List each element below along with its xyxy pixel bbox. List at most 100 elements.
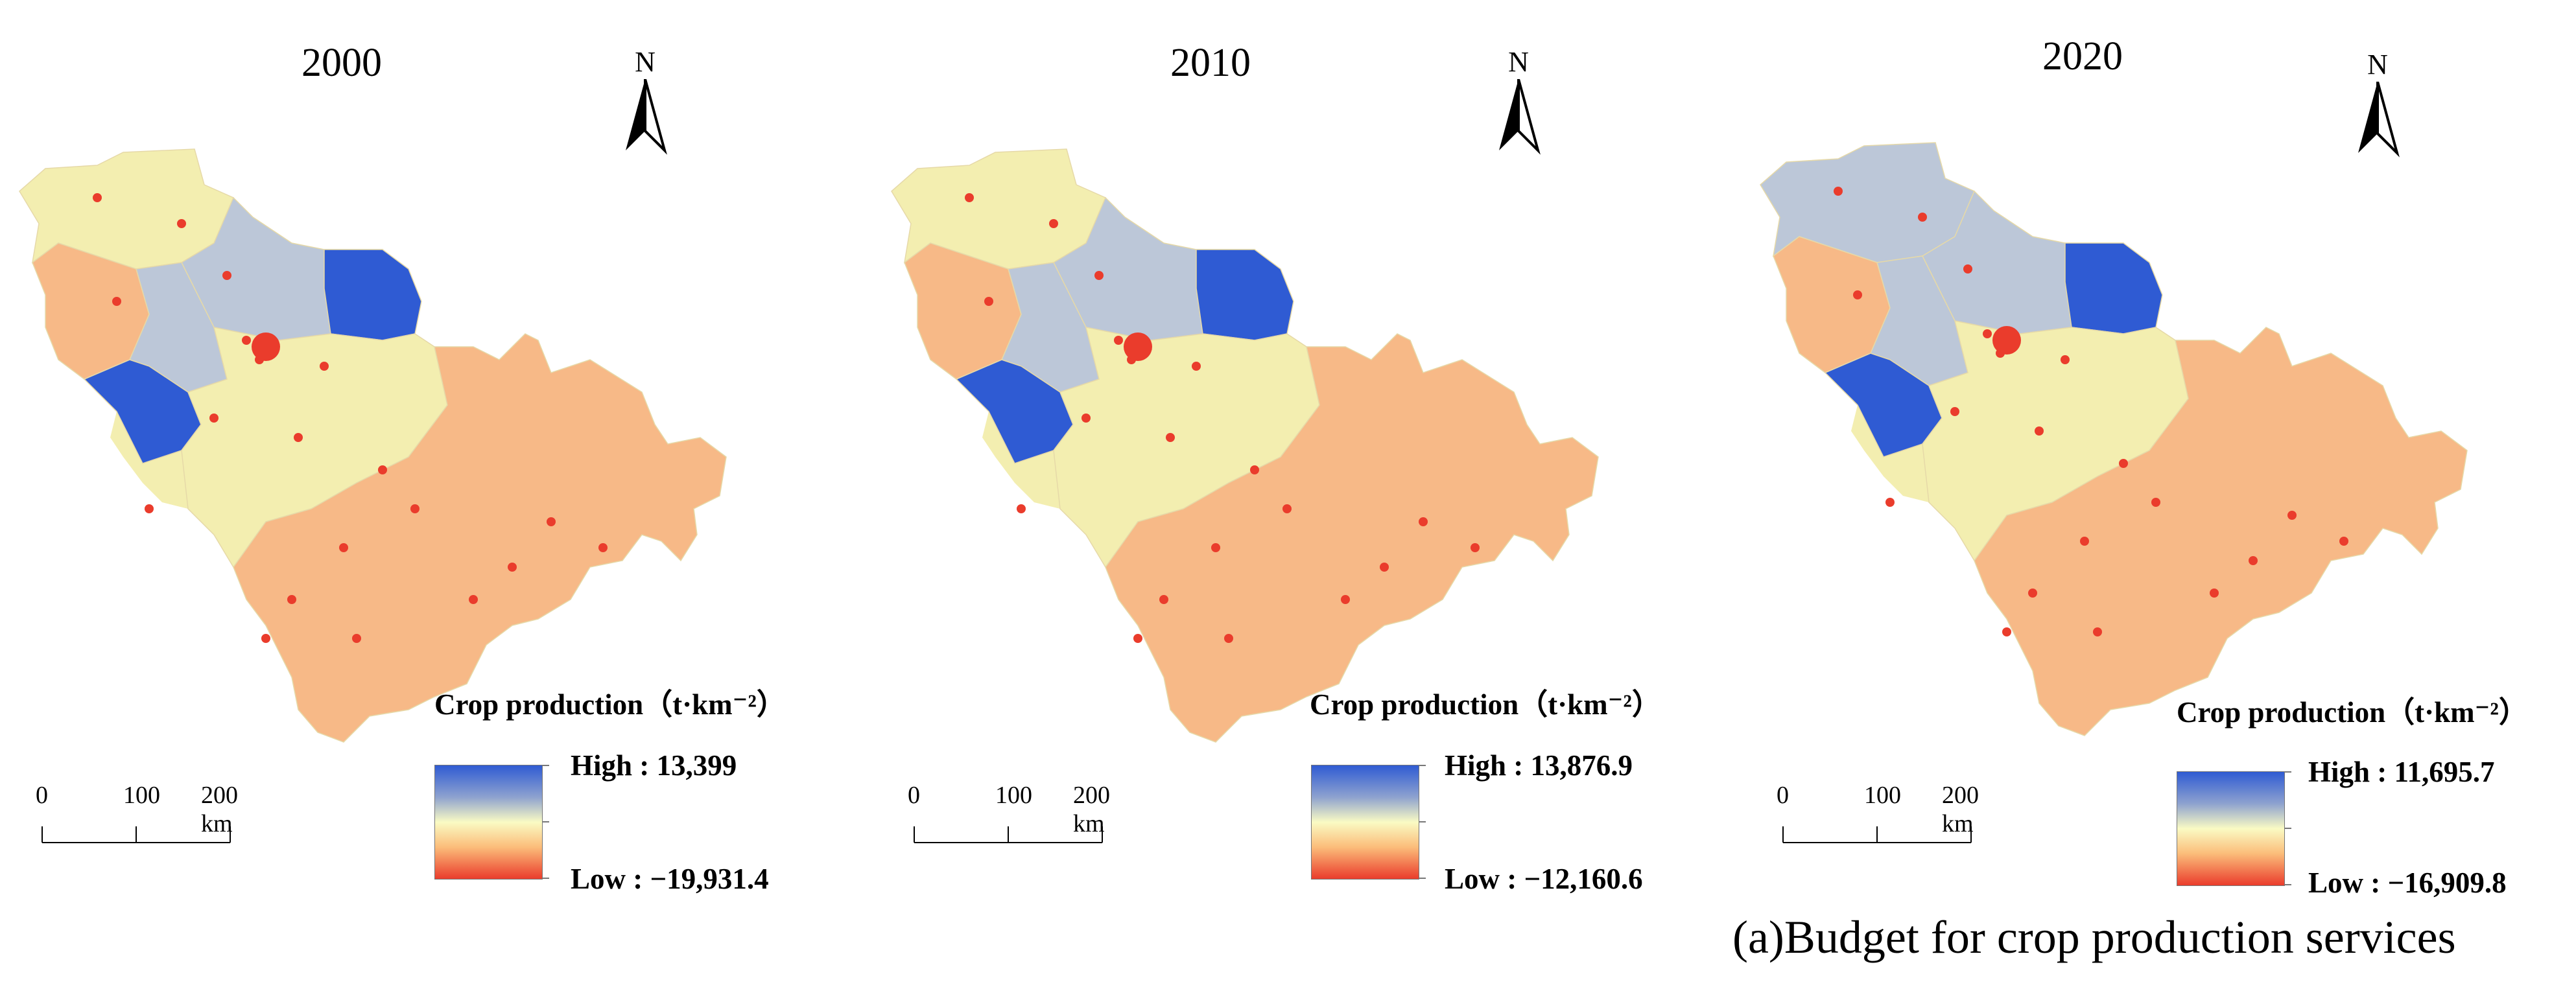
urban-hotspot [965, 193, 974, 202]
scale-tick-label: 0 [1777, 782, 1789, 809]
urban-hotspot [1918, 213, 1927, 222]
urban-hotspot [294, 433, 303, 442]
legend-low-label: Low : −16,909.8 [2308, 867, 2507, 899]
north-arrow-icon [626, 79, 667, 155]
legend-tick [1419, 765, 1426, 766]
scale-bar-line [41, 826, 231, 843]
legend-color-ramp [1311, 765, 1419, 880]
legend-high-label: High : 13,876.9 [1445, 749, 1633, 782]
province-map [19, 148, 727, 743]
urban-hotspot [1049, 219, 1058, 228]
urban-hotspot [598, 543, 608, 552]
panel-year-title: 2000 [301, 41, 382, 85]
scale-bar: 0 100 200 km [1777, 781, 1997, 859]
urban-hotspot [1159, 595, 1168, 604]
scale-tick-label: 100 [1864, 782, 1901, 809]
urban-hotspot [352, 634, 361, 643]
urban-hotspot [242, 336, 251, 345]
urban-hotspot [1471, 543, 1480, 552]
legend-color-ramp [434, 765, 543, 880]
urban-hotspot [1133, 634, 1142, 643]
urban-hotspot [2339, 537, 2348, 546]
north-arrow-icon [2358, 82, 2400, 157]
urban-hotspot [1224, 634, 1233, 643]
urban-hotspot [1380, 563, 1389, 572]
urban-hotspot [2080, 537, 2089, 546]
scale-tick-label: 100 [123, 782, 160, 809]
scale-tick-label: 200 km [1073, 782, 1110, 837]
urban-hotspot [177, 219, 186, 228]
panel-year-title: 2020 [2042, 34, 2123, 78]
scale-bar: 0 100 200 km [36, 781, 256, 859]
legend-low-label: Low : −19,931.4 [571, 863, 769, 895]
urban-hotspot [2035, 426, 2044, 436]
urban-hotspot [339, 543, 348, 552]
city-hotspot [1124, 332, 1152, 361]
urban-hotspot [145, 504, 154, 513]
urban-hotspot [1341, 595, 1350, 604]
legend-tick [543, 765, 549, 766]
legend-high-label: High : 13,399 [571, 749, 737, 782]
urban-hotspot [2210, 589, 2219, 598]
legend-tick [543, 878, 549, 879]
legend-title: Crop production（t·km⁻²） [1310, 688, 1661, 721]
urban-hotspot [1192, 362, 1201, 371]
urban-hotspot [1419, 517, 1428, 526]
legend-tick [543, 821, 549, 822]
scale-tick-label: 100 [995, 782, 1032, 809]
legend-title: Crop production（t·km⁻²） [2177, 696, 2528, 729]
north-label: N [2367, 49, 2388, 80]
city-hotspot [252, 332, 280, 361]
urban-hotspot [1834, 187, 1843, 196]
urban-hotspot [93, 193, 102, 202]
legend-tick [2285, 884, 2291, 885]
scale-bar-line [1782, 826, 1972, 843]
legend-tick [1419, 878, 1426, 879]
scale-tick-label: 200 km [1942, 782, 1979, 837]
scale-tick-label: 200 km [201, 782, 238, 837]
scale-bar-line [914, 826, 1103, 843]
urban-hotspot [547, 517, 556, 526]
map-panel-2010: 2010 N 0 100 200 km Crop production（t·km⁻²） Hi… [891, 41, 1661, 895]
scale-tick-label: 0 [36, 782, 48, 809]
legend-color-ramp [2177, 771, 2285, 886]
urban-hotspot [261, 634, 270, 643]
urban-hotspot [2028, 589, 2037, 598]
map-panel-2000: 2000 N 0 100 200 km Crop production（t·km⁻²） Hi… [19, 41, 786, 895]
urban-hotspot [2061, 355, 2070, 364]
urban-hotspot [2002, 627, 2011, 636]
north-arrow: N [1489, 45, 1548, 156]
north-label: N [1508, 46, 1529, 78]
legend-tick [1419, 821, 1426, 822]
urban-hotspot [1250, 465, 1259, 474]
urban-hotspot [287, 595, 296, 604]
figure-caption: (a)Budget for crop production services [1732, 911, 2456, 963]
legend-tick [2285, 828, 2291, 829]
urban-hotspot [1282, 504, 1292, 513]
urban-hotspot [2119, 459, 2128, 468]
urban-hotspot [1114, 336, 1123, 345]
urban-hotspot [1094, 271, 1104, 280]
urban-hotspot [1166, 433, 1175, 442]
north-label: N [635, 46, 656, 78]
urban-hotspot [469, 595, 478, 604]
urban-hotspot [1983, 329, 1992, 338]
urban-hotspot [1211, 543, 1220, 552]
province-map [1760, 142, 2468, 736]
north-arrow: N [2348, 48, 2407, 158]
urban-hotspot [1017, 504, 1026, 513]
legend-tick [2285, 771, 2291, 773]
scale-bar: 0 100 200 km [908, 781, 1128, 859]
legend-low-label: Low : −12,160.6 [1445, 863, 1643, 895]
urban-hotspot [984, 297, 993, 306]
urban-hotspot [378, 465, 387, 474]
urban-hotspot [508, 563, 517, 572]
urban-hotspot [1853, 290, 1862, 299]
legend-high-label: High : 11,695.7 [2308, 756, 2495, 788]
urban-hotspot [320, 362, 329, 371]
panel-year-title: 2010 [1170, 41, 1251, 85]
north-arrow-icon [1499, 79, 1541, 155]
urban-hotspot [209, 414, 219, 423]
region-zone [2064, 242, 2163, 334]
legend-title: Crop production（t·km⁻²） [434, 688, 786, 721]
